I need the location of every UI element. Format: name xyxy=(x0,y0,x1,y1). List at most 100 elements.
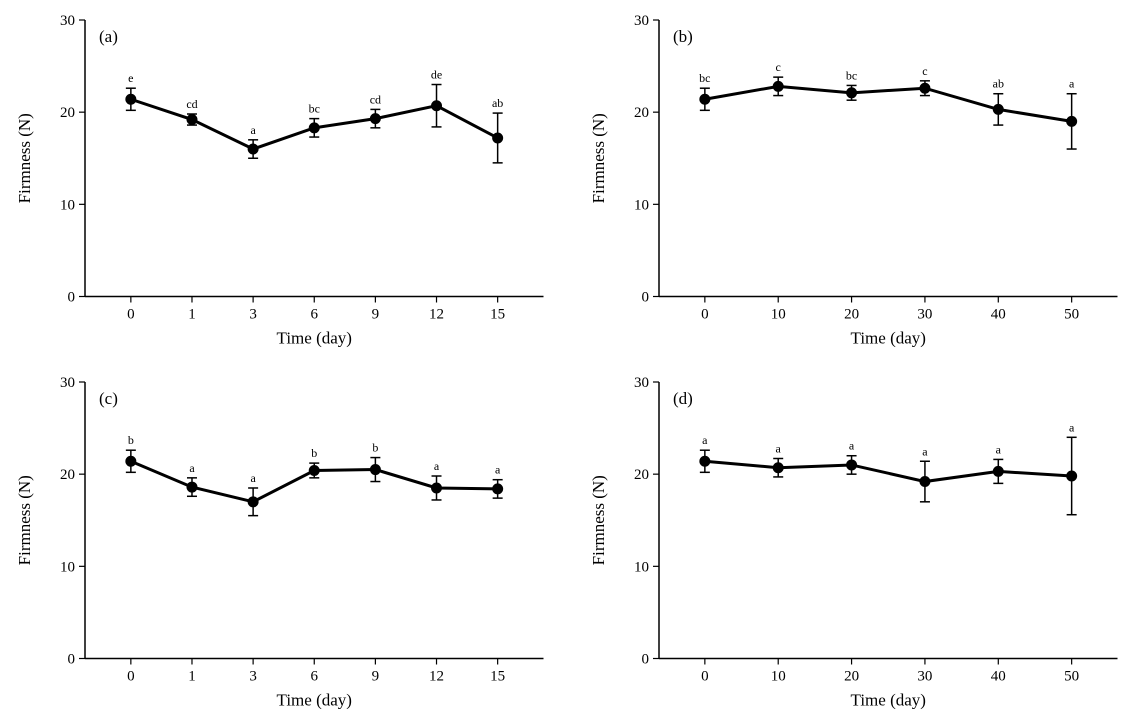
panel-label: (d) xyxy=(673,389,693,408)
x-axis-title: Time (day) xyxy=(277,329,352,348)
y-tick-label: 20 xyxy=(60,105,75,121)
y-tick-label: 0 xyxy=(641,651,649,667)
sig-label: cd xyxy=(186,97,197,111)
x-tick-label: 10 xyxy=(770,668,785,684)
data-point xyxy=(187,482,197,492)
y-tick-label: 0 xyxy=(68,651,76,667)
sig-label: b xyxy=(128,433,134,447)
y-tick-label: 20 xyxy=(634,467,649,483)
sig-label: a xyxy=(495,462,501,476)
x-axis-title: Time (day) xyxy=(850,329,925,348)
x-tick-label: 6 xyxy=(311,668,319,684)
panel-label: (a) xyxy=(99,27,118,46)
data-point xyxy=(432,482,442,492)
data-point xyxy=(432,101,442,111)
sig-label: a xyxy=(1068,420,1074,434)
data-point xyxy=(493,133,503,143)
x-tick-label: 3 xyxy=(249,668,257,684)
data-point xyxy=(699,456,709,466)
data-point xyxy=(187,115,197,125)
sig-label: c xyxy=(775,60,780,74)
panel-c: 0102030013691215Time (day)Firmness (N)(c… xyxy=(0,362,574,723)
data-point xyxy=(773,81,783,91)
y-tick-label: 20 xyxy=(60,467,75,483)
x-tick-label: 0 xyxy=(127,668,135,684)
x-tick-label: 15 xyxy=(490,668,505,684)
y-tick-label: 10 xyxy=(634,197,649,213)
x-tick-label: 6 xyxy=(311,307,319,323)
data-point xyxy=(846,459,856,469)
data-point xyxy=(248,144,258,154)
series-line xyxy=(704,86,1071,121)
panel-c-cell: 0102030013691215Time (day)Firmness (N)(c… xyxy=(0,362,574,723)
panel-d-cell: 010203001020304050Time (day)Firmness (N)… xyxy=(574,362,1147,723)
data-point xyxy=(1066,471,1076,481)
x-tick-label: 40 xyxy=(990,307,1005,323)
panel-b-cell: 010203001020304050Time (day)Firmness (N)… xyxy=(574,0,1147,362)
x-tick-label: 10 xyxy=(770,307,785,323)
sig-label: ab xyxy=(492,96,503,110)
x-tick-label: 20 xyxy=(844,668,859,684)
data-point xyxy=(846,88,856,98)
sig-label: a xyxy=(702,433,708,447)
y-tick-label: 30 xyxy=(60,13,75,29)
data-point xyxy=(248,496,258,506)
x-tick-label: 50 xyxy=(1064,307,1079,323)
sig-label: a xyxy=(848,438,854,452)
x-tick-label: 0 xyxy=(701,307,709,323)
data-point xyxy=(493,483,503,493)
panel-a: 0102030013691215Time (day)Firmness (N)(a… xyxy=(0,0,574,362)
x-tick-label: 20 xyxy=(844,307,859,323)
x-tick-label: 12 xyxy=(429,668,444,684)
sig-label: a xyxy=(995,442,1001,456)
x-tick-label: 9 xyxy=(372,307,380,323)
x-tick-label: 9 xyxy=(372,668,380,684)
sig-label: bc xyxy=(699,71,710,85)
sig-label: bc xyxy=(309,102,320,116)
figure-grid: 0102030013691215Time (day)Firmness (N)(a… xyxy=(0,0,1147,723)
sig-label: c xyxy=(922,64,927,78)
x-tick-label: 0 xyxy=(701,668,709,684)
x-tick-label: 30 xyxy=(917,668,932,684)
sig-label: ab xyxy=(992,77,1003,91)
y-axis-title: Firmness (N) xyxy=(15,475,34,565)
data-point xyxy=(773,462,783,472)
y-tick-label: 30 xyxy=(634,375,649,391)
y-tick-label: 10 xyxy=(60,559,75,575)
x-axis-title: Time (day) xyxy=(277,690,352,709)
sig-label: bc xyxy=(845,68,856,82)
panel-label: (b) xyxy=(673,27,693,46)
data-point xyxy=(126,94,136,104)
x-tick-label: 0 xyxy=(127,307,135,323)
series-line xyxy=(704,461,1071,481)
data-point xyxy=(993,466,1003,476)
x-tick-label: 50 xyxy=(1064,668,1079,684)
panel-b: 010203001020304050Time (day)Firmness (N)… xyxy=(574,0,1147,362)
sig-label: a xyxy=(250,470,256,484)
y-tick-label: 0 xyxy=(68,290,76,306)
data-point xyxy=(1066,116,1076,126)
sig-label: b xyxy=(372,440,378,454)
y-tick-label: 10 xyxy=(634,559,649,575)
x-tick-label: 12 xyxy=(429,307,444,323)
data-point xyxy=(919,83,929,93)
y-tick-label: 0 xyxy=(641,290,649,306)
data-point xyxy=(370,464,380,474)
data-point xyxy=(993,104,1003,114)
y-axis-title: Firmness (N) xyxy=(589,475,608,565)
sig-label: cd xyxy=(370,92,381,106)
data-point xyxy=(699,94,709,104)
sig-label: a xyxy=(189,460,195,474)
panel-d: 010203001020304050Time (day)Firmness (N)… xyxy=(574,362,1147,723)
x-tick-label: 1 xyxy=(188,307,196,323)
y-axis-title: Firmness (N) xyxy=(589,113,608,203)
y-axis-title: Firmness (N) xyxy=(15,113,34,203)
sig-label: a xyxy=(775,441,781,455)
x-tick-label: 3 xyxy=(249,307,257,323)
panel-label: (c) xyxy=(99,389,118,408)
data-point xyxy=(370,114,380,124)
x-tick-label: 15 xyxy=(490,307,505,323)
sig-label: a xyxy=(922,444,928,458)
y-tick-label: 30 xyxy=(634,13,649,29)
sig-label: a xyxy=(434,459,440,473)
